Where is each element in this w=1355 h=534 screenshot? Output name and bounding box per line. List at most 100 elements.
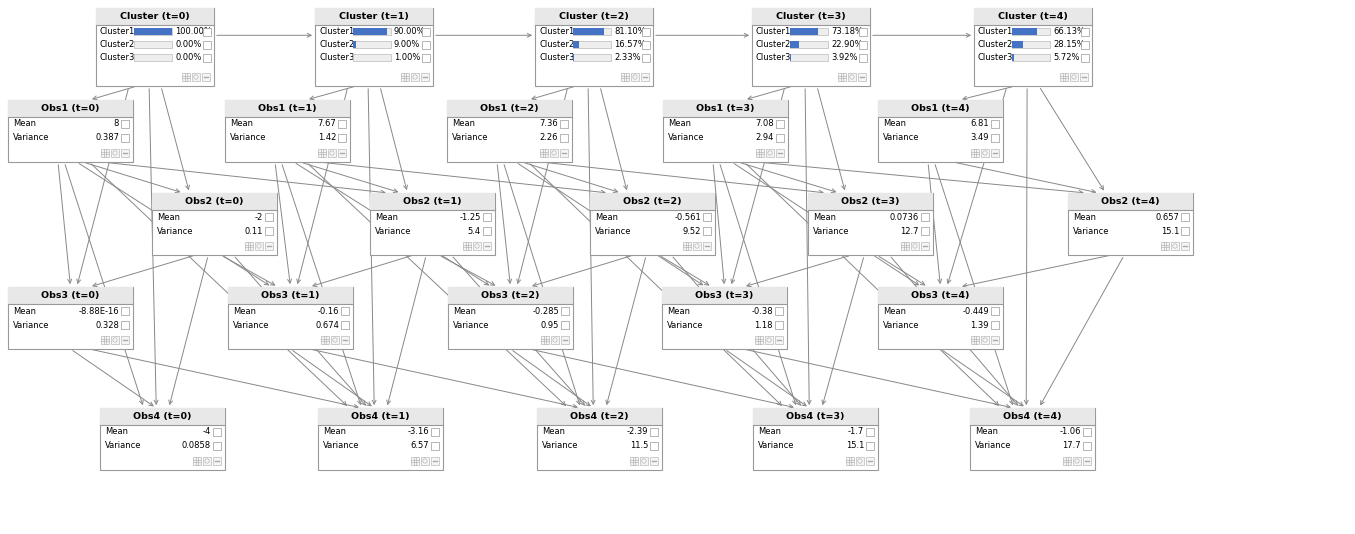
Bar — [859, 41, 867, 49]
Text: Cluster (t=4): Cluster (t=4) — [999, 12, 1068, 21]
Bar — [911, 242, 919, 250]
Bar — [203, 27, 211, 35]
Text: 100.00%: 100.00% — [175, 27, 211, 36]
Text: Cluster1: Cluster1 — [756, 27, 791, 36]
Bar — [318, 408, 443, 425]
Bar — [703, 227, 711, 235]
Text: 0.11: 0.11 — [245, 226, 263, 235]
Text: Mean: Mean — [883, 307, 906, 316]
Text: 0.657: 0.657 — [1154, 213, 1179, 222]
Bar — [152, 193, 276, 255]
Bar — [753, 408, 878, 425]
Text: 11.5: 11.5 — [630, 442, 648, 451]
Bar — [266, 242, 272, 250]
Text: 3.92%: 3.92% — [831, 53, 858, 62]
Bar — [663, 100, 789, 117]
Bar — [752, 8, 870, 25]
Bar — [121, 307, 129, 315]
Bar — [314, 8, 434, 86]
Bar — [589, 193, 715, 255]
Text: Obs3 (t=2): Obs3 (t=2) — [481, 291, 539, 300]
Bar — [755, 336, 763, 344]
Bar — [1182, 213, 1188, 221]
Text: Obs4 (t=4): Obs4 (t=4) — [1003, 412, 1062, 421]
Bar — [650, 442, 659, 450]
Bar — [621, 73, 629, 81]
Bar — [245, 242, 253, 250]
Bar — [121, 321, 129, 329]
Text: Mean: Mean — [375, 213, 398, 222]
Text: Variance: Variance — [757, 442, 794, 451]
Bar — [411, 457, 419, 465]
Text: 2.26: 2.26 — [539, 134, 558, 143]
Text: Variance: Variance — [104, 442, 141, 451]
Bar — [692, 242, 701, 250]
Bar — [878, 100, 1003, 162]
Bar — [921, 213, 930, 221]
Bar — [561, 321, 569, 329]
Text: 9.00%: 9.00% — [394, 40, 420, 49]
Bar — [573, 41, 580, 48]
Bar — [642, 41, 650, 49]
Bar — [837, 73, 846, 81]
Bar — [100, 408, 225, 425]
Bar — [321, 336, 329, 344]
Text: 9.52: 9.52 — [683, 226, 701, 235]
Bar — [102, 336, 108, 344]
Bar — [8, 287, 133, 304]
Text: 16.57%: 16.57% — [614, 40, 646, 49]
Text: Variance: Variance — [322, 442, 359, 451]
Bar — [213, 457, 221, 465]
Bar — [482, 242, 491, 250]
Bar — [970, 408, 1095, 470]
Bar — [535, 8, 653, 25]
Text: -0.38: -0.38 — [752, 307, 772, 316]
Text: Mean: Mean — [757, 428, 780, 436]
Bar — [1073, 457, 1081, 465]
Text: 7.67: 7.67 — [317, 120, 336, 129]
Bar — [421, 53, 430, 61]
Text: 8: 8 — [114, 120, 119, 129]
Bar — [991, 307, 999, 315]
Text: Variance: Variance — [1073, 226, 1110, 235]
Text: Obs1 (t=2): Obs1 (t=2) — [480, 104, 539, 113]
Bar — [561, 307, 569, 315]
Text: 0.387: 0.387 — [95, 134, 119, 143]
Bar — [991, 134, 999, 142]
Bar — [341, 307, 350, 315]
Bar — [337, 134, 346, 142]
Bar — [560, 120, 568, 128]
Bar — [96, 8, 214, 25]
Text: 7.36: 7.36 — [539, 120, 558, 129]
Bar — [921, 227, 930, 235]
Bar — [775, 307, 783, 315]
Bar — [560, 134, 568, 142]
Bar — [473, 242, 481, 250]
Text: 15.1: 15.1 — [846, 442, 864, 451]
Bar — [630, 457, 638, 465]
Text: Mean: Mean — [322, 428, 346, 436]
Bar — [1081, 53, 1089, 61]
Text: Mean: Mean — [453, 120, 476, 129]
Bar — [766, 336, 772, 344]
Bar — [1012, 54, 1050, 61]
Bar — [341, 321, 350, 329]
Bar — [8, 100, 133, 117]
Bar — [370, 193, 495, 210]
Bar — [1064, 457, 1070, 465]
Bar — [753, 408, 878, 470]
Bar — [775, 336, 783, 344]
Text: Cluster2: Cluster2 — [100, 40, 136, 49]
Text: -1.06: -1.06 — [1060, 428, 1081, 436]
Text: 22.90%: 22.90% — [831, 40, 863, 49]
Bar — [1068, 193, 1192, 210]
Bar — [431, 442, 439, 450]
Text: Obs1 (t=4): Obs1 (t=4) — [911, 104, 970, 113]
Text: 0.0736: 0.0736 — [890, 213, 919, 222]
Bar — [856, 457, 864, 465]
Bar — [1083, 428, 1091, 436]
Text: 3.49: 3.49 — [970, 134, 989, 143]
Text: -0.449: -0.449 — [962, 307, 989, 316]
Bar — [449, 287, 573, 349]
Bar — [134, 28, 172, 35]
